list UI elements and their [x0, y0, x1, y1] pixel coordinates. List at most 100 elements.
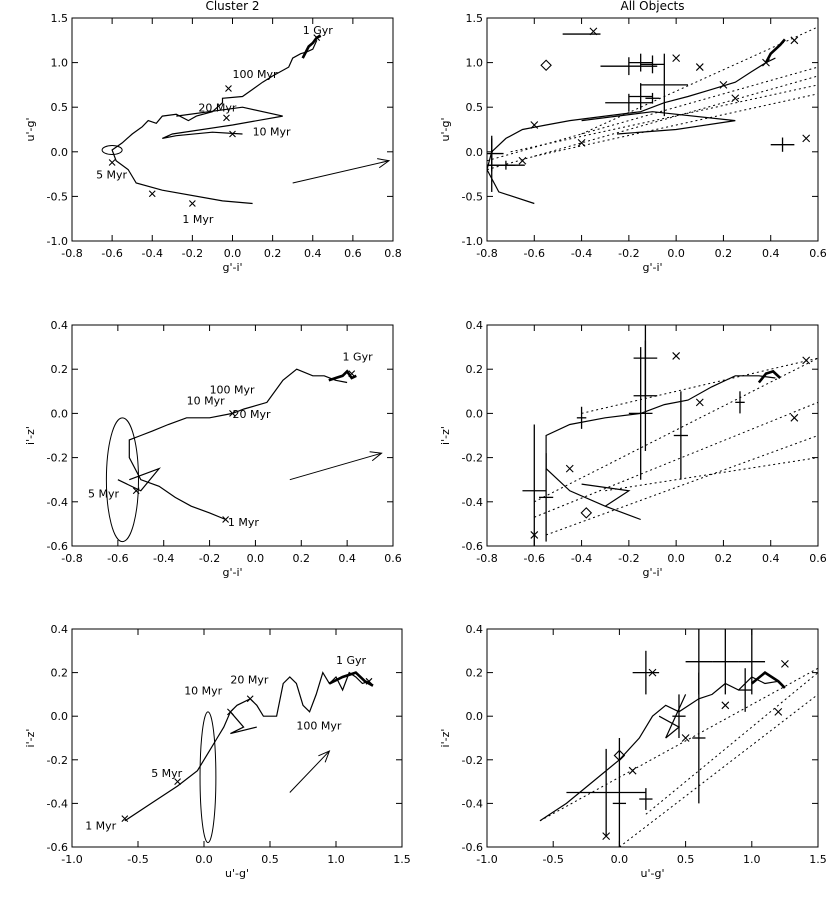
plot-frame — [486, 324, 819, 547]
error-ellipse — [199, 711, 217, 844]
reddening-line — [619, 694, 818, 847]
x-tick-label: 1.0 — [743, 853, 761, 866]
y-tick-label: 0.5 — [51, 101, 69, 114]
x-tick-label: -0.8 — [61, 247, 82, 260]
data-point — [770, 137, 795, 152]
model-x-marker — [648, 668, 657, 677]
model-x-marker — [695, 398, 704, 407]
x-axis-label: g'-i' — [222, 566, 242, 579]
y-tick-label: -1.0 — [462, 235, 483, 248]
reddening-line — [605, 457, 818, 492]
x-tick-label: 0.0 — [224, 247, 242, 260]
model-track — [128, 368, 348, 521]
panel-p3: -0.8 -0.6 -0.4 -0.2 0.0 0.2 0.4 0.6-0.6-0.4-0.2… — [24, 319, 402, 579]
y-tick-label: 0.4 — [51, 623, 69, 636]
x-tick-label: 0.0 — [247, 552, 265, 565]
arrow-head — [369, 451, 383, 462]
arrow-head — [318, 750, 331, 763]
age-label: 1 Myr — [228, 516, 259, 529]
reddening-line — [645, 672, 818, 815]
x-tick-label: -0.6 — [107, 552, 128, 565]
model-track — [539, 676, 779, 822]
plot-frame — [486, 17, 819, 242]
age-marker — [148, 190, 156, 198]
y-tick-label: -0.4 — [47, 797, 68, 810]
x-tick-label: 0.6 — [809, 247, 827, 260]
y-tick-label: -0.4 — [47, 496, 68, 509]
y-tick-label: -0.5 — [462, 190, 483, 203]
model-track-old — [757, 369, 782, 384]
y-tick-label: 1.5 — [466, 12, 484, 25]
y-tick-label: 0.2 — [51, 667, 69, 680]
data-point — [566, 748, 646, 837]
model-x-marker — [802, 356, 811, 365]
data-point — [600, 57, 658, 76]
model-x-marker — [530, 121, 539, 129]
y-tick-label: 0.2 — [466, 363, 484, 376]
age-marker — [225, 85, 232, 92]
age-label: 20 Myr — [233, 408, 271, 421]
model-x-marker — [518, 156, 527, 165]
data-point — [632, 650, 660, 695]
y-tick-label: 0.0 — [466, 146, 484, 159]
y-axis-label: u'-g' — [439, 118, 452, 142]
age-marker — [227, 708, 234, 716]
panel-title: All Objects — [620, 0, 684, 13]
data-point — [522, 424, 547, 546]
reddening-arrow — [292, 160, 390, 184]
data-point — [628, 53, 653, 72]
age-label: 20 Myr — [230, 674, 268, 687]
age-label: 10 Myr — [184, 684, 222, 697]
x-axis-label: g'-i' — [642, 261, 662, 274]
model-track-loop — [581, 483, 631, 507]
x-tick-label: -0.4 — [153, 552, 174, 565]
y-tick-label: 0.5 — [466, 101, 484, 114]
model-x-marker — [790, 36, 799, 45]
y-tick-label: 0.0 — [466, 407, 484, 420]
model-track-old — [328, 369, 357, 382]
model-x-marker — [790, 413, 799, 422]
x-tick-label: 0.4 — [338, 552, 356, 565]
age-label: 1 Gyr — [336, 654, 367, 667]
arrow-head — [377, 158, 391, 169]
reddening-arrow — [289, 452, 382, 481]
data-point — [639, 788, 653, 810]
plot-area — [105, 368, 357, 543]
plot-area — [522, 325, 818, 546]
age-label: 10 Myr — [253, 126, 291, 139]
y-tick-label: 0.0 — [466, 710, 484, 723]
x-tick-label: -0.8 — [61, 552, 82, 565]
x-axis-label: g'-i' — [642, 566, 662, 579]
age-marker — [132, 487, 140, 495]
x-tick-label: -0.6 — [524, 247, 545, 260]
x-tick-label: 0.2 — [293, 552, 311, 565]
model-track-old — [750, 670, 786, 689]
model-x-marker — [721, 701, 730, 710]
x-tick-label: 1.0 — [327, 853, 345, 866]
x-tick-label: 0.5 — [677, 853, 695, 866]
x-tick-label: -0.4 — [142, 247, 163, 260]
x-tick-label: -0.8 — [476, 552, 497, 565]
model-track-old — [764, 38, 786, 64]
model-track-loop — [117, 467, 161, 492]
age-marker — [365, 677, 373, 685]
model-track — [111, 40, 318, 205]
model-track — [124, 671, 370, 822]
model-x-marker — [719, 81, 728, 89]
y-tick-label: 0.0 — [51, 710, 69, 723]
x-tick-label: 0.0 — [667, 552, 685, 565]
plot-area — [101, 34, 322, 207]
model-x-marker — [530, 531, 539, 539]
data-point — [645, 92, 660, 104]
error-ellipse — [101, 145, 123, 155]
age-marker — [222, 516, 230, 523]
model-x-marker — [577, 138, 586, 147]
x-tick-label: 1.5 — [809, 853, 827, 866]
age-label: 1 Gyr — [343, 350, 374, 363]
plot-frame — [71, 628, 403, 848]
data-point — [605, 93, 653, 112]
plot-area — [539, 629, 818, 847]
age-label: 100 Myr — [233, 68, 278, 81]
y-tick-label: 1.0 — [51, 57, 69, 70]
